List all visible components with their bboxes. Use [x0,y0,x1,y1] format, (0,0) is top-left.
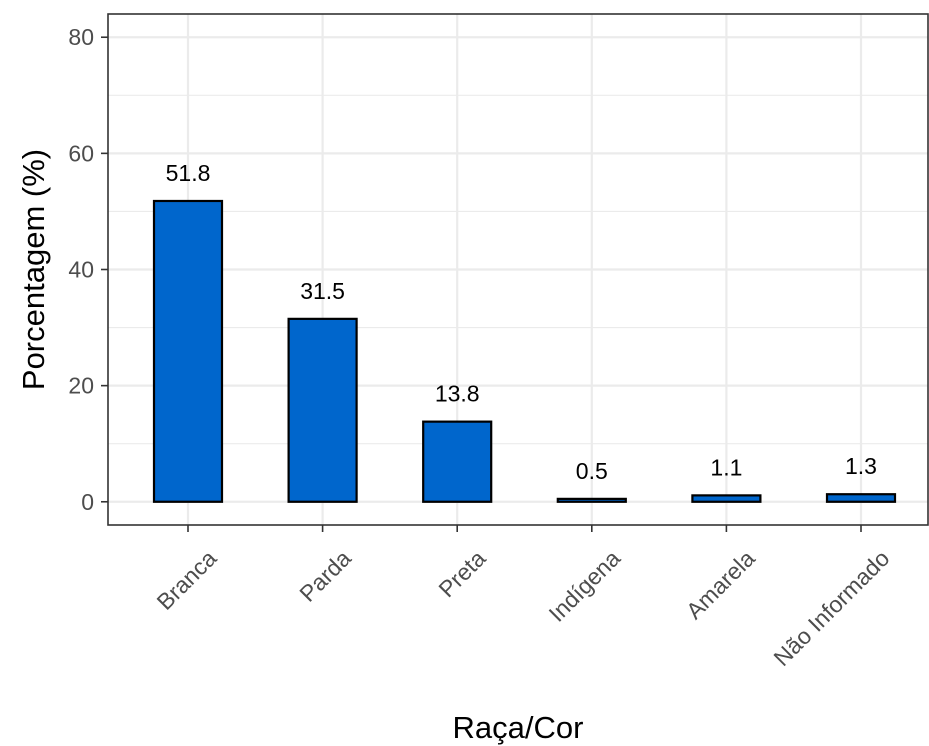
data-label: 0.5 [576,458,608,484]
data-label: 13.8 [435,381,480,407]
y-axis: 0 20 40 60 80 [68,24,108,515]
bar-n-o-informado [825,493,897,503]
x-axis: Branca Parda Preta Indígena Amarela Não Infor… [151,525,894,671]
major-gridlines [108,14,928,525]
y-tick-label: 20 [68,373,94,399]
bar-preta [422,420,493,503]
data-labels: 51.8 31.5 13.8 0.5 1.1 1.3 [166,160,877,484]
x-tick-label: Não Informado [768,545,894,671]
bars [152,199,897,503]
data-label: 51.8 [166,160,211,186]
bar-ind-gena [556,497,627,503]
x-tick-label: Amarela [681,545,760,624]
y-tick-label: 80 [68,24,94,50]
data-label: 1.3 [845,453,877,479]
x-tick-label: Branca [151,545,221,615]
x-axis-title: Raça/Cor [453,710,584,745]
data-label: 1.1 [710,454,742,480]
x-tick-label: Indígena [544,545,626,627]
y-tick-label: 0 [81,489,94,515]
data-label: 31.5 [300,278,345,304]
bar-amarela [691,494,762,503]
bar-branca [152,199,224,503]
x-tick-label: Preta [433,545,490,602]
bar-parda [287,317,358,503]
y-tick-label: 40 [68,257,94,283]
y-axis-title: Porcentagem (%) [16,149,51,390]
y-tick-label: 60 [68,140,94,166]
x-tick-label: Parda [294,545,356,607]
minor-gridlines [108,94,928,445]
